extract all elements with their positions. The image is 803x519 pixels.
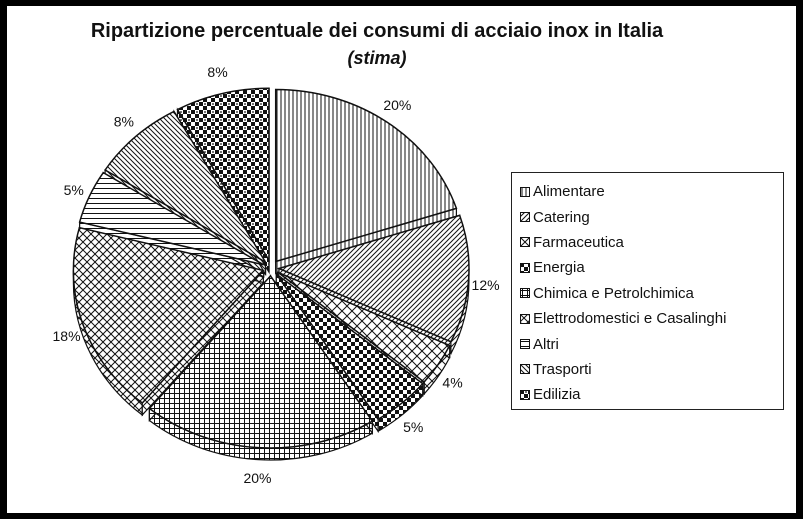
pie-slice-farmaceutica	[277, 271, 451, 383]
legend-swatch-farmaceutica	[520, 237, 530, 248]
pie-slice-energia	[275, 273, 424, 421]
legend-swatch-energia	[520, 262, 530, 273]
data-label-edilizia: 8%	[207, 64, 227, 80]
pie-slice-altri	[78, 171, 265, 266]
pie-slice-trasporti	[104, 110, 267, 263]
pie-slice-edilizia	[176, 87, 270, 263]
legend-item-altri: Altri	[520, 331, 783, 356]
legend-swatch-altri	[520, 339, 530, 350]
legend-item-energia: Energia	[520, 255, 783, 280]
data-label-chimica-e-petrolchimica: 20%	[243, 470, 271, 486]
data-label-trasporti: 8%	[114, 114, 134, 130]
data-label-energia: 5%	[403, 419, 423, 435]
legend-swatch-catering	[520, 212, 530, 223]
data-label-alimentare: 20%	[383, 97, 411, 113]
legend-swatch-edilizia	[520, 389, 530, 400]
pie-slice-catering	[276, 214, 470, 343]
legend-item-elettrodomestici-e-casalinghi: Elettrodomestici e Casalinghi	[520, 306, 783, 331]
chart-subtitle: (stima)	[347, 48, 407, 68]
data-label-catering: 12%	[472, 277, 500, 293]
legend-swatch-alimentare	[520, 186, 530, 197]
pie-chart: 20% 12% 4% 5% 20% 18% 5% 8% 8%	[53, 64, 500, 486]
legend-label-catering: Catering	[533, 208, 590, 226]
legend-label-trasporti: Trasporti	[533, 360, 592, 378]
data-label-farmaceutica: 4%	[442, 375, 462, 391]
legend-item-chimica-e-petrolchimica: Chimica e Petrolchimica	[520, 281, 783, 306]
legend-item-edilizia: Edilizia	[520, 382, 783, 407]
legend-swatch-trasporti	[520, 364, 530, 375]
legend-label-chimica-e-petrolchimica: Chimica e Petrolchimica	[533, 284, 694, 302]
legend-label-altri: Altri	[533, 335, 559, 353]
legend-item-farmaceutica: Farmaceutica	[520, 230, 783, 255]
data-label-elettrodomestici-e-casalinghi: 18%	[53, 328, 81, 344]
legend-label-edilizia: Edilizia	[533, 386, 581, 404]
chart-title: Ripartizione percentuale dei consumi di …	[90, 20, 664, 42]
legend-label-elettrodomestici-e-casalinghi: Elettrodomestici e Casalinghi	[533, 310, 727, 328]
pie-slice-elettrodomestici-e-casalinghi	[72, 226, 265, 405]
legend-swatch-elettrodomestici-e-casalinghi	[520, 313, 530, 324]
pie-slice-alimentare	[274, 88, 458, 263]
legend-label-farmaceutica: Farmaceutica	[533, 233, 624, 251]
legend-label-alimentare: Alimentare	[533, 183, 605, 201]
chart-legend: Alimentare Catering Farmaceutica Energia Chi…	[511, 172, 784, 410]
pie-slice-chimica-e-petrolchimica	[148, 274, 374, 449]
data-label-altri: 5%	[64, 182, 84, 198]
legend-item-catering: Catering	[520, 204, 783, 229]
chart-frame: Ripartizione percentuale dei consumi di …	[7, 6, 796, 513]
legend-item-trasporti: Trasporti	[520, 357, 783, 382]
legend-swatch-chimica-e-petrolchimica	[520, 288, 530, 299]
legend-item-alimentare: Alimentare	[520, 179, 783, 204]
legend-label-energia: Energia	[533, 259, 585, 277]
